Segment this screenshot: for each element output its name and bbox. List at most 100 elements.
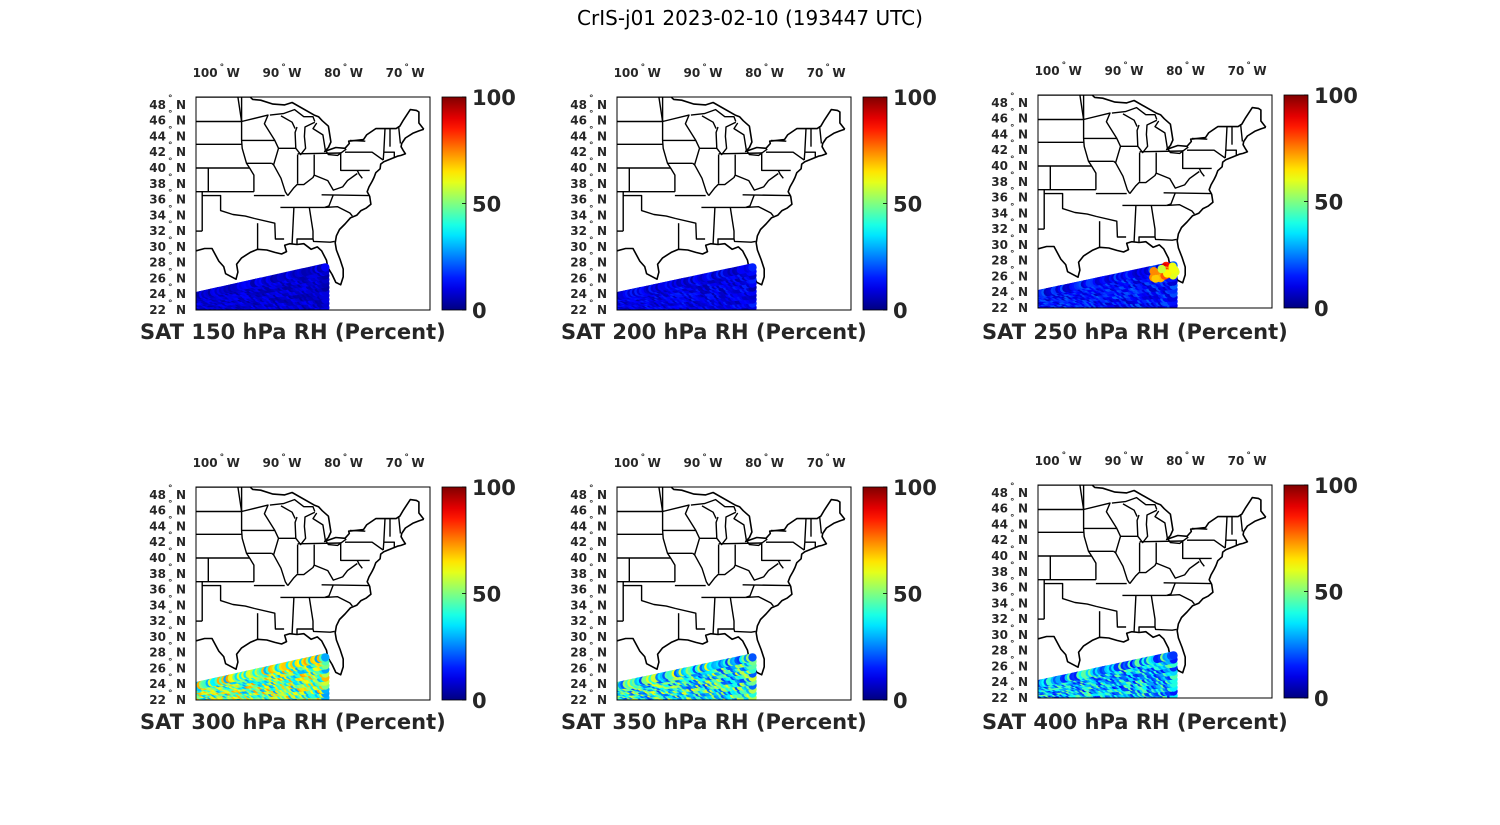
lat-label: 26 bbox=[570, 661, 587, 675]
lat-label: 38 bbox=[991, 565, 1008, 579]
state-border bbox=[1111, 496, 1158, 510]
lat-hemisphere: N bbox=[176, 598, 186, 612]
state-border bbox=[670, 167, 676, 192]
lat-label: 24 bbox=[570, 677, 587, 691]
lat-hemisphere: N bbox=[1018, 581, 1028, 595]
colorbar-tick-label: 100 bbox=[893, 476, 937, 500]
degree-symbol: ° bbox=[168, 299, 173, 309]
lat-hemisphere: N bbox=[176, 535, 186, 549]
state-border bbox=[1154, 236, 1177, 241]
state-border bbox=[1133, 205, 1137, 242]
lat-label: 36 bbox=[149, 193, 166, 207]
lat-label: 48 bbox=[149, 98, 166, 112]
map-panel-350hpa: 100 ° W 90 ° W 80 ° W 70 ° W 48 ° N 46 ° N 44 ° N 42 ° N 40 ° N 38 °… bbox=[561, 450, 991, 750]
lat-hemisphere: N bbox=[176, 646, 186, 660]
map-content bbox=[1038, 485, 1272, 698]
map-content bbox=[1038, 95, 1272, 308]
state-border bbox=[356, 170, 363, 179]
degree-symbol: ° bbox=[168, 189, 173, 199]
lon-label: 100 bbox=[1035, 64, 1060, 78]
lat-hemisphere: N bbox=[1018, 644, 1028, 658]
lon-hemisphere: W bbox=[1130, 64, 1143, 78]
lon-label: 80 bbox=[1166, 454, 1183, 468]
state-border bbox=[1191, 527, 1208, 530]
degree-symbol: ° bbox=[702, 453, 707, 463]
state-border bbox=[1129, 170, 1200, 195]
state-border bbox=[804, 541, 816, 548]
degree-symbol: ° bbox=[1010, 577, 1015, 587]
degree-symbol: ° bbox=[1010, 513, 1015, 523]
lon-label: 90 bbox=[263, 66, 280, 80]
lat-hemisphere: N bbox=[176, 551, 186, 565]
state-border bbox=[254, 607, 285, 630]
degree-symbol: ° bbox=[1185, 61, 1190, 71]
degree-symbol: ° bbox=[1246, 61, 1251, 71]
state-border bbox=[1198, 168, 1205, 177]
lat-hemisphere: N bbox=[1018, 159, 1028, 173]
lat-hemisphere: N bbox=[176, 583, 186, 597]
lat-hemisphere: N bbox=[1018, 486, 1028, 500]
degree-symbol: ° bbox=[1010, 655, 1015, 665]
lat-label: 44 bbox=[570, 129, 587, 143]
degree-symbol: ° bbox=[168, 610, 173, 620]
lat-hemisphere: N bbox=[597, 161, 607, 175]
lat-hemisphere: N bbox=[1018, 675, 1028, 689]
state-border bbox=[294, 121, 316, 156]
degree-symbol: ° bbox=[1010, 592, 1015, 602]
state-border bbox=[658, 97, 701, 166]
state-border bbox=[1136, 119, 1158, 154]
lat-label: 32 bbox=[570, 224, 587, 238]
degree-symbol: ° bbox=[168, 563, 173, 573]
lat-hemisphere: N bbox=[1018, 628, 1028, 642]
state-border bbox=[818, 516, 823, 534]
lat-label: 28 bbox=[149, 646, 166, 660]
degree-symbol: ° bbox=[589, 299, 594, 309]
degree-symbol: ° bbox=[589, 252, 594, 262]
canada-border bbox=[1038, 485, 1267, 541]
lat-label: 46 bbox=[149, 504, 166, 518]
state-border bbox=[803, 128, 807, 161]
lat-label: 24 bbox=[570, 287, 587, 301]
state-border bbox=[1166, 582, 1176, 597]
degree-symbol: ° bbox=[1010, 561, 1015, 571]
lat-label: 38 bbox=[149, 177, 166, 191]
lat-label: 24 bbox=[991, 285, 1008, 299]
lat-hemisphere: N bbox=[597, 488, 607, 502]
state-border bbox=[658, 487, 701, 556]
lat-hemisphere: N bbox=[1018, 301, 1028, 315]
map-content bbox=[196, 97, 430, 310]
state-border bbox=[1154, 120, 1168, 149]
lon-hemisphere: W bbox=[771, 66, 784, 80]
state-border bbox=[1187, 149, 1226, 159]
lat-label: 40 bbox=[570, 551, 587, 565]
coastline bbox=[196, 128, 425, 286]
lon-hemisphere: W bbox=[1253, 454, 1266, 468]
lat-hemisphere: N bbox=[597, 240, 607, 254]
state-border bbox=[349, 139, 366, 142]
lon-hemisphere: W bbox=[771, 456, 784, 470]
lat-hemisphere: N bbox=[597, 303, 607, 317]
state-border bbox=[670, 557, 676, 582]
state-border bbox=[733, 628, 756, 633]
panel-title: SAT 200 hPa RH (Percent) bbox=[561, 320, 867, 344]
state-border bbox=[324, 596, 353, 607]
lon-hemisphere: W bbox=[709, 456, 722, 470]
state-border bbox=[675, 607, 706, 630]
degree-symbol: ° bbox=[168, 267, 173, 277]
lon-label: 100 bbox=[614, 456, 639, 470]
lat-label: 24 bbox=[149, 287, 166, 301]
degree-symbol: ° bbox=[589, 579, 594, 589]
coastline bbox=[1038, 516, 1267, 674]
state-border bbox=[291, 207, 295, 244]
lon-label: 90 bbox=[1105, 64, 1122, 78]
lat-label: 42 bbox=[149, 145, 166, 159]
lon-hemisphere: W bbox=[1130, 454, 1143, 468]
lat-hemisphere: N bbox=[597, 208, 607, 222]
colorbar-tick-label: 0 bbox=[893, 299, 908, 323]
degree-symbol: ° bbox=[168, 236, 173, 246]
lat-label: 32 bbox=[570, 614, 587, 628]
degree-symbol: ° bbox=[589, 657, 594, 667]
degree-symbol: ° bbox=[589, 110, 594, 120]
state-border bbox=[715, 121, 737, 156]
degree-symbol: ° bbox=[589, 642, 594, 652]
